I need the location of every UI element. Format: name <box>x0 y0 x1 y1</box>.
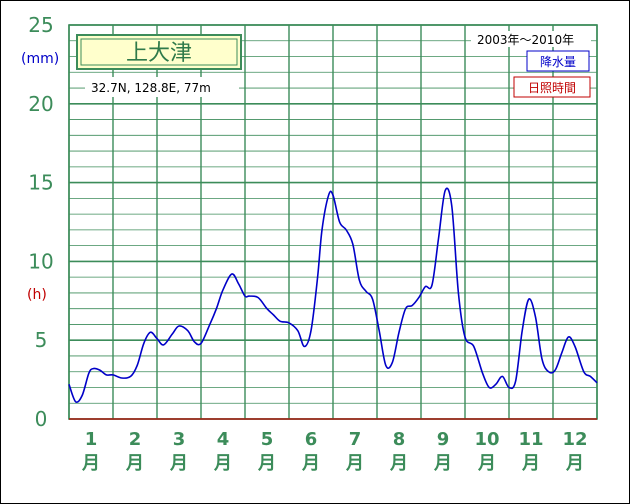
y-tick-label: 10 <box>28 249 53 273</box>
month-number-label: 11 <box>518 429 543 450</box>
month-number-label: 9 <box>437 429 450 450</box>
station-location: 32.7N, 128.8E, 77m <box>91 81 211 95</box>
month-number-label: 3 <box>173 429 186 450</box>
y-tick-label: 25 <box>28 13 53 37</box>
chart-grid <box>68 24 598 420</box>
legend-precip-box <box>526 50 590 72</box>
month-number-label: 1 <box>85 429 98 450</box>
station-title-inner-border <box>80 38 238 66</box>
month-unit-label: 月 <box>213 453 232 474</box>
month-unit-label: 月 <box>477 453 496 474</box>
legend-precip-label: 降水量 <box>540 55 576 69</box>
month-unit-label: 月 <box>345 453 364 474</box>
y-tick-label: 0 <box>35 407 48 431</box>
month-number-label: 4 <box>217 429 230 450</box>
x-axis-ticks: 1 月 2 月 3 月 4 月 5 月 6 月 7 月 8 月 9 月 10 月 11 月 12 月 <box>81 429 588 474</box>
station-location-bg <box>85 77 239 97</box>
period-bg <box>471 31 591 47</box>
month-unit-label: 月 <box>257 453 276 474</box>
month-unit-label: 月 <box>389 453 408 474</box>
legend-sunshine-box <box>513 76 591 98</box>
month-number-label: 12 <box>562 429 587 450</box>
month-number-label: 8 <box>393 429 406 450</box>
y-tick-label: 20 <box>28 92 53 116</box>
month-number-label: 7 <box>349 429 362 450</box>
month-unit-label: 月 <box>521 453 540 474</box>
y-label-sunshine: (h) <box>27 287 47 303</box>
month-unit-label: 月 <box>125 453 144 474</box>
series-group <box>68 187 598 420</box>
month-unit-label: 月 <box>301 453 320 474</box>
station-name: 上大津 <box>126 41 192 66</box>
month-unit-label: 月 <box>433 453 452 474</box>
precip-line <box>68 187 598 403</box>
legend-sunshine-label: 日照時間 <box>528 81 576 95</box>
y-axis-ticks: 0 5 10 15 20 25 <box>28 13 53 431</box>
y-tick-label: 5 <box>35 328 48 352</box>
y-tick-label: 15 <box>28 171 53 195</box>
month-unit-label: 月 <box>81 453 100 474</box>
month-number-label: 10 <box>474 429 499 450</box>
month-unit-label: 月 <box>565 453 584 474</box>
month-number-label: 6 <box>305 429 318 450</box>
period-label: 2003年〜2010年 <box>477 33 574 47</box>
month-unit-label: 月 <box>169 453 188 474</box>
month-number-label: 2 <box>129 429 142 450</box>
y-label-precip: (mm) <box>21 51 59 67</box>
month-number-label: 5 <box>261 429 274 450</box>
station-title-box <box>76 34 242 70</box>
